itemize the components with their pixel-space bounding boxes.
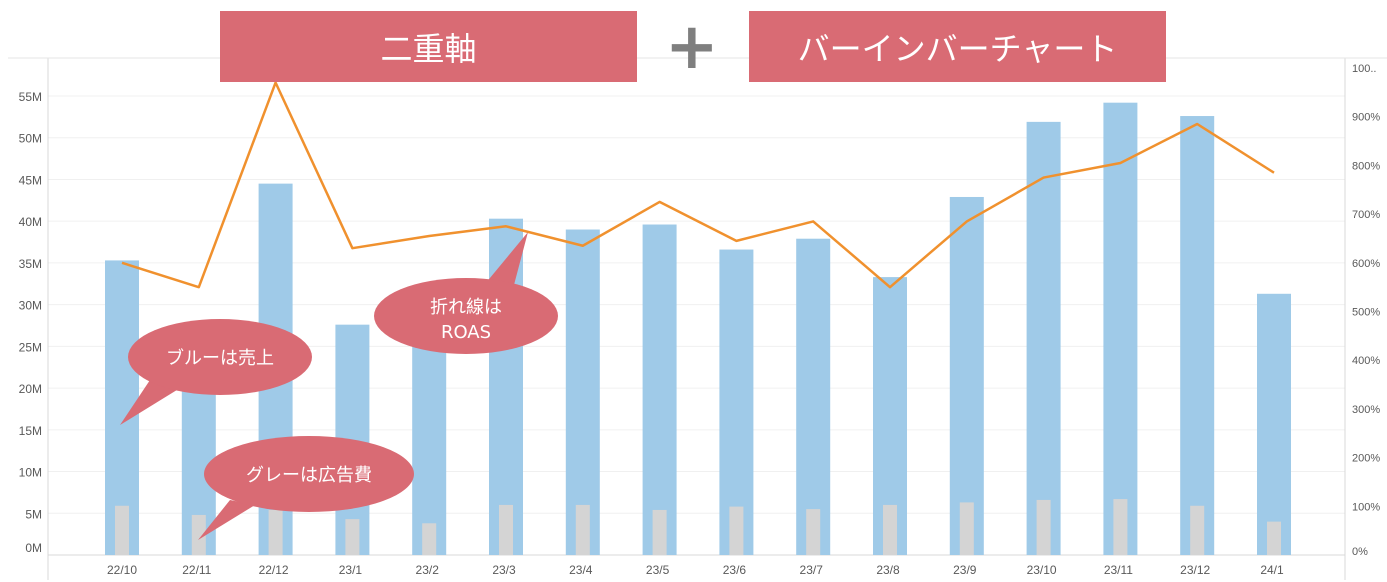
left-tick-label: 15M (19, 424, 42, 438)
left-axis-ticks: 0M 5M 10M 15M 20M 25M 30M 35M 40M 45M 50M 55M (19, 90, 42, 555)
x-tick-label: 22/10 (107, 563, 137, 577)
x-tick-label: 23/1 (339, 563, 363, 577)
sales-bar (1026, 121, 1061, 555)
adcost-bar (806, 509, 821, 555)
adcost-bar (268, 509, 283, 555)
x-tick-label: 23/11 (1104, 563, 1133, 577)
sales-bar (642, 224, 677, 555)
x-tick-label: 23/3 (492, 563, 516, 577)
roas-polyline (121, 81, 1275, 289)
adcost-bar (959, 502, 974, 555)
callout-sales: ブルーは売上 (120, 319, 312, 425)
callout-adcost-bubble (204, 436, 414, 512)
callout-roas: 折れ線は ROAS (374, 232, 558, 354)
x-tick-label: 23/10 (1027, 563, 1057, 577)
left-tick-label: 35M (19, 257, 42, 271)
adcost-bar (729, 506, 744, 555)
right-tick-label: 300% (1352, 404, 1380, 416)
callout-sales-text: ブルーは売上 (166, 347, 274, 369)
right-tick-label: 0% (1352, 546, 1368, 558)
callout-roas-bubble (374, 278, 558, 354)
right-tick-label: 400% (1352, 355, 1380, 367)
left-tick-label: 10M (19, 466, 42, 480)
callout-roas-text-1: 折れ線は (430, 297, 502, 318)
left-tick-label: 55M (19, 90, 42, 104)
callout-roas-text-2: ROAS (441, 322, 491, 343)
right-tick-label: 700% (1352, 209, 1380, 221)
right-axis-ticks: 0% 100% 200% 300% 400% 500% 600% 700% 800% 900% 10… (1352, 63, 1380, 558)
x-tick-label: 23/4 (569, 563, 593, 577)
adcost-bar (883, 504, 897, 555)
adcost-bar (499, 504, 513, 555)
adcost-bars (115, 499, 1281, 555)
x-axis-ticks: 22/10 22/11 22/12 23/1 23/2 23/3 23/4 23/5 23/6 2… (107, 563, 1284, 577)
x-tick-label: 23/9 (953, 563, 977, 577)
plus-sign: + (665, 10, 719, 84)
left-tick-label: 25M (19, 340, 42, 354)
x-tick-label: 23/2 (416, 563, 440, 577)
sales-bar (412, 346, 447, 555)
x-tick-label: 24/1 (1260, 563, 1284, 577)
sales-bar (949, 196, 984, 556)
callout-sales-tail (120, 380, 185, 425)
right-tick-label: 200% (1352, 453, 1380, 465)
adcost-bar (191, 514, 206, 555)
adcost-bar (345, 519, 360, 555)
x-tick-label: 22/12 (259, 563, 289, 577)
right-tick-label: 500% (1352, 307, 1380, 319)
callout-adcost-text: グレーは広告費 (246, 465, 372, 486)
x-tick-label: 23/8 (876, 563, 900, 577)
left-tick-label: 5M (25, 507, 42, 521)
right-tick-label: 800% (1352, 160, 1380, 172)
banner-bar-in-bar: バーインバーチャート (749, 11, 1166, 82)
adcost-bar (1190, 505, 1205, 555)
sales-bar (565, 229, 600, 555)
x-tick-label: 22/11 (182, 563, 211, 577)
adcost-bar (1036, 499, 1051, 555)
adcost-bar (1113, 499, 1128, 555)
callout-sales-bubble (128, 319, 312, 395)
sales-bar (1257, 293, 1291, 555)
left-tick-label: 50M (19, 132, 42, 146)
adcost-bar (1267, 521, 1281, 555)
x-tick-label: 23/5 (646, 563, 670, 577)
x-tick-label: 23/12 (1180, 563, 1210, 577)
callout-adcost: グレーは広告費 (198, 436, 414, 540)
right-tick-label: 900% (1352, 112, 1380, 124)
adcost-bar (422, 523, 437, 555)
sales-bar (796, 238, 831, 555)
right-tick-label: 600% (1352, 258, 1380, 270)
left-tick-label: 30M (19, 299, 42, 313)
left-tick-label: 45M (19, 173, 42, 187)
sales-bar (1103, 102, 1138, 555)
adcost-bar (575, 504, 590, 555)
banner-dual-axis: 二重軸 (220, 11, 637, 82)
adcost-bar (652, 509, 667, 555)
sales-bar (1180, 116, 1215, 556)
adcost-bar (115, 505, 129, 555)
left-tick-label: 40M (19, 215, 42, 229)
callout-adcost-tail (198, 500, 255, 540)
left-tick-label: 20M (19, 382, 42, 396)
x-tick-label: 23/7 (800, 563, 824, 577)
roas-line (121, 81, 1275, 289)
left-tick-label: 0M (25, 541, 42, 555)
sales-bar (719, 249, 754, 555)
x-tick-label: 23/6 (723, 563, 747, 577)
right-tick-label: 100% (1352, 501, 1380, 513)
right-tick-label: 100.. (1352, 63, 1376, 75)
